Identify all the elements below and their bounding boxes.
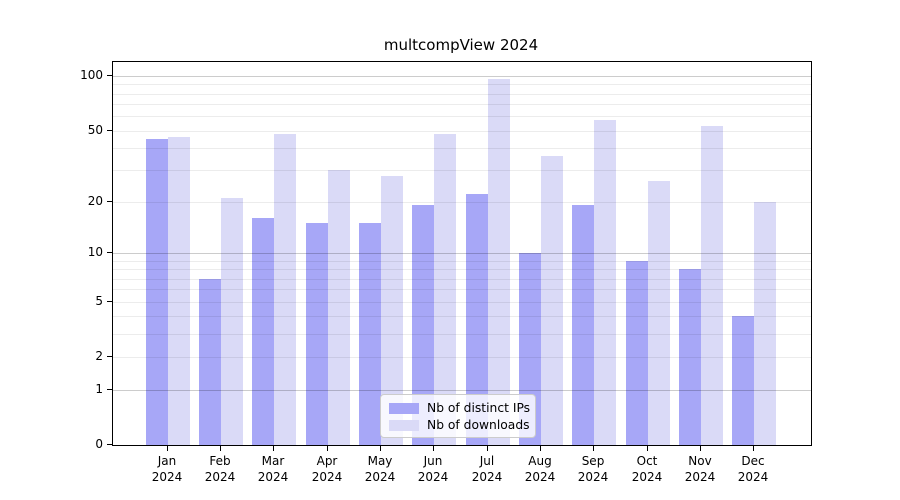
bar-mar-distinct-ips (252, 218, 274, 445)
x-tick-jan (167, 446, 168, 451)
bar-jun-downloads (434, 134, 456, 445)
gridline-4 (113, 316, 811, 317)
x-tick-sep (593, 446, 594, 451)
x-tick-label-jun: Jun 2024 (417, 454, 449, 484)
y-tick-label-100: 100 (80, 68, 103, 82)
bar-jul-downloads (488, 79, 510, 445)
bar-jun-distinct-ips (412, 205, 434, 445)
gridline-30 (113, 170, 811, 171)
x-tick-label-jul: Jul 2024 (471, 454, 503, 484)
legend-item-distinct-ips: Nb of distinct IPs (389, 401, 531, 415)
bar-sep-downloads (594, 120, 616, 445)
x-tick-may (380, 446, 381, 451)
legend-label-distinct-ips: Nb of distinct IPs (427, 401, 531, 415)
bar-dec-distinct-ips (732, 316, 754, 445)
bar-nov-distinct-ips (679, 269, 701, 445)
gridline-100 (113, 76, 811, 77)
y-tick-label-10: 10 (87, 245, 103, 259)
x-tick-oct (647, 446, 648, 451)
bar-oct-downloads (648, 181, 670, 445)
legend-item-downloads: Nb of downloads (389, 418, 530, 432)
x-tick-dec (753, 446, 754, 451)
gridline-80 (113, 94, 811, 95)
bar-jul-distinct-ips (466, 194, 488, 445)
bar-sep-distinct-ips (572, 205, 594, 445)
bar-feb-distinct-ips (199, 279, 221, 445)
plot-area: Nb of distinct IPs Nb of downloads (112, 61, 812, 446)
bar-feb-downloads (221, 198, 243, 445)
x-tick-aug (540, 446, 541, 451)
y-tick-100 (107, 75, 112, 76)
y-tick-2 (107, 356, 112, 357)
bar-aug-downloads (541, 156, 563, 445)
x-tick-mar (273, 446, 274, 451)
x-tick-label-nov: Nov 2024 (684, 454, 716, 484)
x-tick-apr (327, 446, 328, 451)
gridline-5 (113, 302, 811, 303)
y-tick-5 (107, 301, 112, 302)
legend: Nb of distinct IPs Nb of downloads (380, 394, 536, 438)
gridline-20 (113, 202, 811, 203)
gridline-90 (113, 84, 811, 85)
x-tick-label-aug: Aug 2024 (524, 454, 556, 484)
y-tick-label-20: 20 (87, 194, 103, 208)
y-tick-label-0: 0 (95, 437, 103, 451)
x-tick-label-sep: Sep 2024 (577, 454, 609, 484)
gridline-60 (113, 116, 811, 117)
y-tick-label-2: 2 (95, 349, 103, 363)
y-tick-label-5: 5 (95, 294, 103, 308)
bar-oct-distinct-ips (626, 261, 648, 445)
gridline-50 (113, 131, 811, 132)
x-tick-label-may: May 2024 (364, 454, 396, 484)
y-tick-1 (107, 389, 112, 390)
gridlines-layer (113, 62, 811, 445)
bar-apr-downloads (328, 170, 350, 445)
gridline-6 (113, 289, 811, 290)
gridline-40 (113, 148, 811, 149)
x-tick-label-mar: Mar 2024 (257, 454, 289, 484)
gridline-10 (113, 253, 811, 254)
y-tick-20 (107, 201, 112, 202)
bar-nov-downloads (701, 126, 723, 445)
gridline-7 (113, 279, 811, 280)
bar-may-downloads (381, 176, 403, 445)
x-tick-label-oct: Oct 2024 (631, 454, 663, 484)
x-tick-label-dec: Dec 2024 (737, 454, 769, 484)
bar-apr-distinct-ips (306, 223, 328, 445)
gridline-2 (113, 357, 811, 358)
bar-mar-downloads (274, 134, 296, 445)
gridline-9 (113, 261, 811, 262)
y-tick-0 (107, 444, 112, 445)
x-tick-label-feb: Feb 2024 (204, 454, 236, 484)
x-tick-jul (487, 446, 488, 451)
y-tick-label-50: 50 (87, 123, 103, 137)
x-tick-feb (220, 446, 221, 451)
bar-may-distinct-ips (359, 223, 381, 445)
chart-title: multcompView 2024 (383, 36, 539, 54)
bar-jan-downloads (168, 137, 190, 445)
x-tick-jun (433, 446, 434, 451)
gridline-1 (113, 390, 811, 391)
legend-label-downloads: Nb of downloads (427, 418, 530, 432)
gridline-8 (113, 269, 811, 270)
bar-dec-downloads (754, 202, 776, 445)
legend-swatch-downloads (389, 419, 419, 431)
bar-jan-distinct-ips (146, 139, 168, 445)
x-tick-label-apr: Apr 2024 (311, 454, 343, 484)
legend-swatch-distinct-ips (389, 402, 419, 414)
y-tick-label-1: 1 (95, 382, 103, 396)
gridline-3 (113, 334, 811, 335)
x-tick-nov (700, 446, 701, 451)
x-tick-label-jan: Jan 2024 (151, 454, 183, 484)
gridline-70 (113, 104, 811, 105)
y-tick-10 (107, 252, 112, 253)
y-tick-50 (107, 130, 112, 131)
